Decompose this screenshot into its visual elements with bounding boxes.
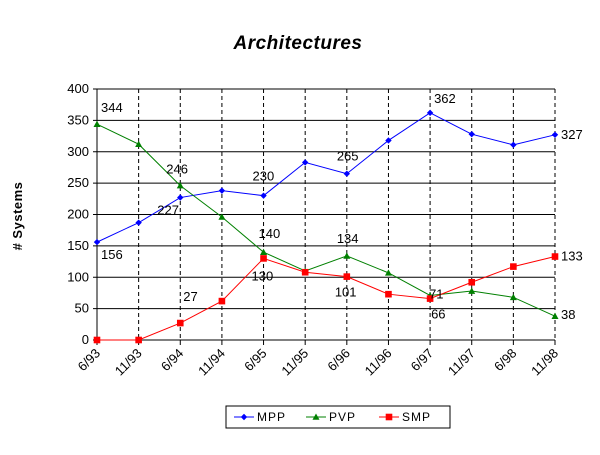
- pvp-point: [343, 252, 351, 259]
- x-tick-label: 11/94: [195, 346, 228, 379]
- smp-point: [468, 278, 476, 286]
- axis-layer: 0 50 100 150 200 250 300 350 400 6/93 11/93 6/94 11/…: [67, 81, 561, 378]
- pvp-data-label: 344: [101, 100, 123, 115]
- mpp-point: [93, 238, 101, 246]
- mpp-point: [385, 137, 392, 144]
- y-tick-label: 350: [67, 112, 89, 127]
- x-tick-label: 11/95: [278, 346, 311, 379]
- x-tick-label: 6/98: [491, 346, 520, 375]
- smp-point: [260, 255, 267, 262]
- legend-smp-label: SMP: [402, 410, 431, 424]
- pvp-point: [551, 312, 559, 319]
- smp-data-label: 66: [431, 307, 445, 322]
- smp-data-label: 133: [561, 249, 583, 264]
- mpp-data-label: 230: [253, 169, 275, 184]
- legend-pvp-label: PVP: [329, 410, 356, 424]
- pvp-line: [96, 123, 556, 317]
- mpp-data-label: 156: [101, 247, 123, 262]
- y-axis-label: # Systems: [10, 182, 25, 251]
- pvp-data-label: 140: [259, 226, 281, 241]
- series-layer: [93, 109, 559, 344]
- pvp-data-label: 246: [166, 162, 188, 177]
- y-tick-label: 150: [67, 238, 89, 253]
- pvp-point: [260, 248, 268, 255]
- smp-point: [218, 297, 226, 305]
- legend: MPP PVP SMP: [234, 410, 431, 424]
- pvp-data-label: 38: [561, 307, 575, 322]
- mpp-point: [260, 192, 267, 199]
- legend-mpp-label: MPP: [257, 410, 286, 424]
- x-tick-label: 6/94: [158, 346, 187, 375]
- pvp-point: [468, 287, 476, 294]
- smp-point: [301, 268, 309, 276]
- y-tick-label: 50: [75, 301, 89, 316]
- y-tick-label: 100: [67, 269, 89, 284]
- y-tick-label: 200: [67, 207, 89, 222]
- y-tick-label: 300: [67, 144, 89, 159]
- mpp-point: [301, 159, 309, 166]
- pvp-point: [93, 120, 101, 127]
- smp-data-label: 101: [335, 285, 357, 300]
- smp-point: [510, 263, 517, 270]
- legend-box: [225, 405, 451, 429]
- smp-data-label: 130: [252, 268, 274, 283]
- mpp-data-label: 265: [337, 149, 359, 164]
- mpp-point: [468, 130, 475, 138]
- x-tick-label: 11/93: [112, 346, 145, 379]
- x-tick-label: 6/97: [408, 346, 437, 375]
- mpp-point: [510, 141, 517, 149]
- x-tick-label: 11/96: [362, 346, 395, 379]
- x-tick-label: 6/96: [324, 346, 353, 375]
- mpp-point: [135, 219, 142, 226]
- mpp-point: [343, 170, 351, 177]
- pvp-point: [218, 213, 226, 220]
- pvp-point: [509, 293, 517, 301]
- y-tick-label: 0: [82, 332, 89, 347]
- mpp-point: [177, 194, 184, 201]
- data-label-layer: 344 156 246 227 27 230 140 130 265 134 101 362 71 66 3…: [101, 91, 583, 322]
- smp-point: [385, 290, 392, 298]
- chart-title: Architectures: [233, 33, 363, 54]
- mpp-point: [426, 109, 434, 117]
- mpp-line: [96, 112, 556, 243]
- smp-point: [426, 295, 434, 302]
- smp-data-label: 27: [183, 289, 197, 304]
- y-tick-label: 250: [67, 175, 89, 190]
- pvp-point: [384, 269, 392, 276]
- x-tick-label: 6/95: [241, 346, 270, 375]
- smp-line: [97, 256, 556, 341]
- pvp-point: [135, 140, 143, 148]
- mpp-point: [218, 187, 226, 194]
- x-tick-label: 6/93: [75, 346, 104, 375]
- legend-smp-marker: [385, 413, 393, 421]
- pvp-data-label: 71: [429, 286, 443, 301]
- mpp-data-label: 327: [561, 127, 583, 142]
- x-tick-label: 11/98: [528, 346, 561, 379]
- smp-point: [551, 253, 559, 260]
- mpp-point: [551, 131, 559, 139]
- legend-mpp-marker: [240, 413, 248, 421]
- smp-point: [93, 336, 101, 344]
- mpp-data-label: 227: [157, 203, 179, 218]
- smp-point: [176, 319, 184, 327]
- mpp-data-label: 362: [434, 91, 456, 106]
- pvp-data-label: 134: [337, 231, 359, 246]
- y-tick-label: 400: [67, 81, 89, 96]
- smp-point: [135, 336, 142, 344]
- pvp-point: [176, 182, 184, 189]
- smp-point: [343, 273, 351, 280]
- x-tick-label: 11/97: [445, 346, 478, 379]
- legend-pvp-marker: [312, 413, 320, 420]
